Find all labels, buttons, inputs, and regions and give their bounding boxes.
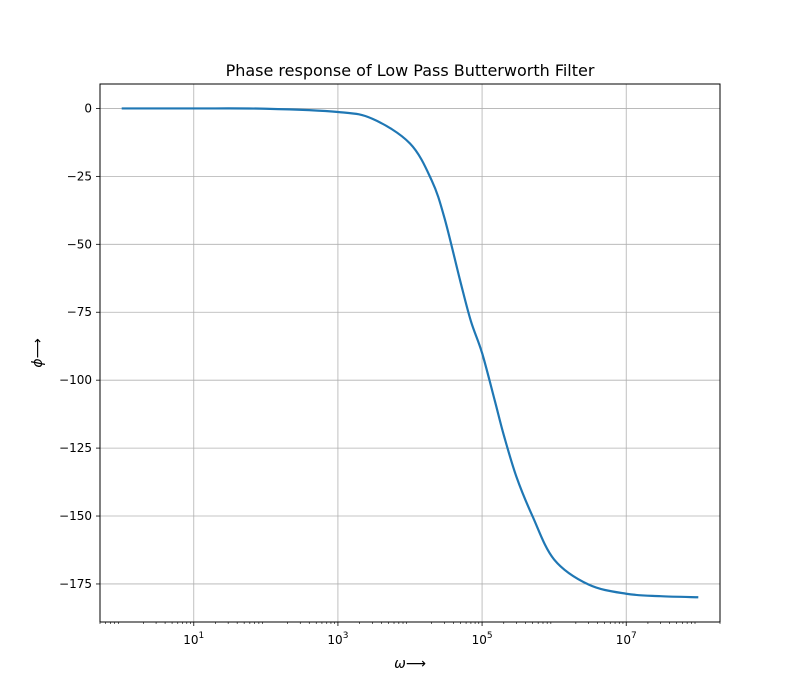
x-tick-label: 103 — [327, 631, 348, 647]
series-line-phase — [121, 107, 699, 599]
y-tick-label: −100 — [59, 373, 92, 387]
y-tick-label: −25 — [67, 169, 92, 183]
series-layer — [121, 107, 699, 599]
grid — [100, 84, 720, 622]
x-tick-label: 101 — [183, 631, 204, 647]
y-tick-label: −50 — [67, 237, 92, 251]
chart-title: Phase response of Low Pass Butterworth F… — [226, 61, 595, 80]
x-axis-label: ω⟶ — [394, 656, 426, 672]
y-tick-label: −125 — [59, 441, 92, 455]
y-tick-label: −175 — [59, 577, 92, 591]
x-tick-label: 107 — [616, 631, 637, 647]
axis-ticks: 101 103 105 107 0 −25 −50 −75 −100 −125 −150 −175 — [59, 101, 637, 647]
x-tick-label: 105 — [472, 631, 493, 647]
y-tick-label: −75 — [67, 305, 92, 319]
y-tick-label: 0 — [84, 101, 92, 115]
y-axis-label: ϕ⟶ — [30, 338, 46, 367]
axes-frame — [99, 83, 721, 623]
y-tick-label: −150 — [59, 509, 92, 523]
